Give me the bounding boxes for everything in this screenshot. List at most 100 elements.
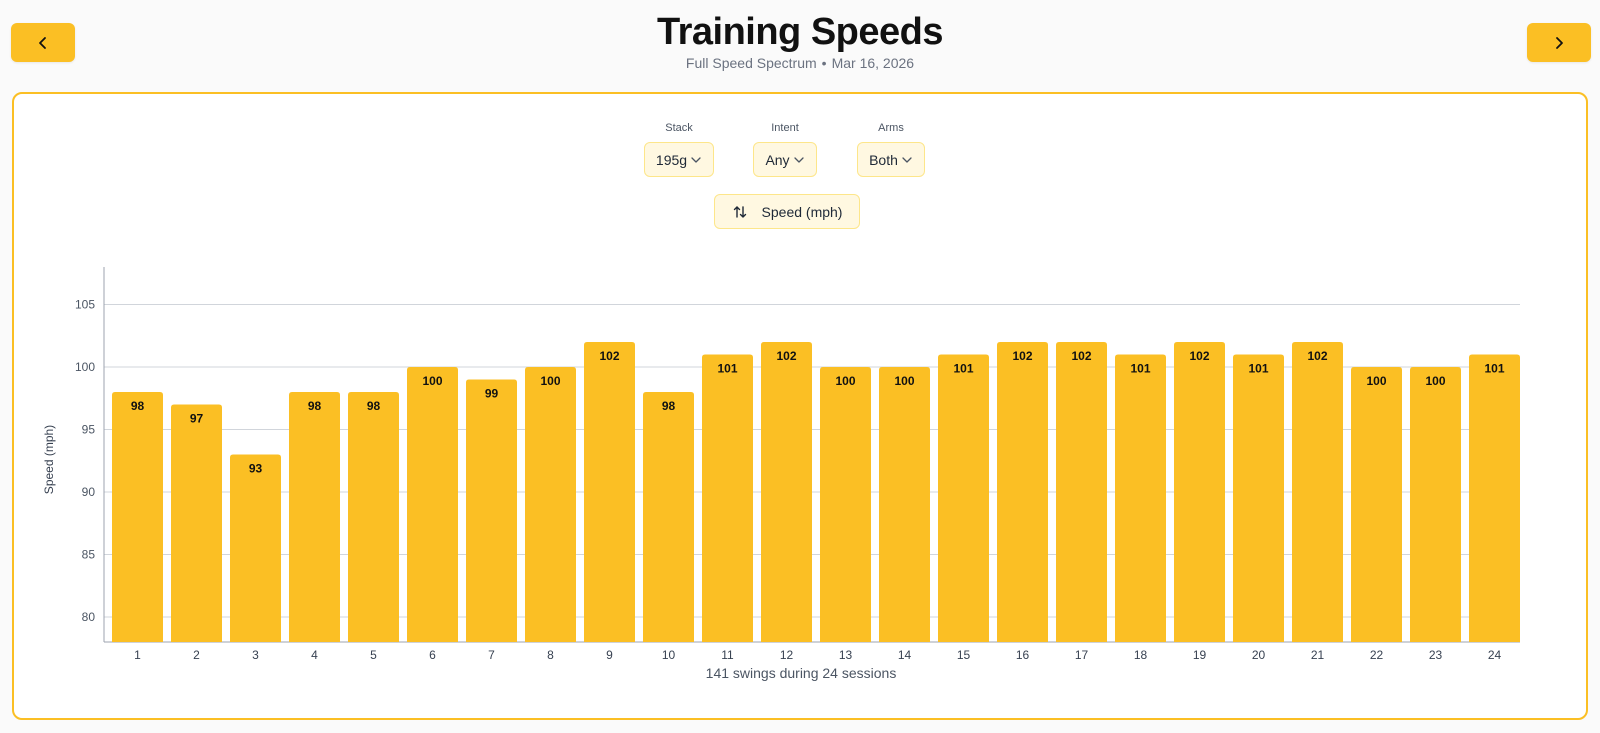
x-tick-label: 2 (193, 648, 200, 662)
next-button[interactable] (1527, 23, 1591, 62)
bar (938, 354, 989, 642)
x-tick-label: 14 (898, 648, 912, 662)
x-tick-label: 11 (721, 648, 734, 662)
bar (643, 392, 694, 642)
stack-label: Stack (665, 122, 693, 134)
bar (525, 367, 576, 642)
bar-value-label: 101 (1248, 362, 1268, 376)
x-tick-label: 18 (1134, 648, 1148, 662)
bar (584, 342, 635, 642)
x-tick-label: 4 (311, 648, 318, 662)
bar-value-label: 101 (1130, 362, 1150, 376)
chevron-right-icon (1556, 36, 1563, 49)
bar-value-label: 100 (894, 374, 914, 388)
page-header: Training Speeds Full Speed Spectrum • Mar … (0, 10, 1600, 72)
x-tick-label: 21 (1311, 648, 1325, 662)
y-axis-label: Speed (mph) (42, 425, 56, 494)
x-tick-label: 22 (1370, 648, 1384, 662)
y-tick-label: 90 (82, 485, 96, 499)
bar-value-label: 98 (131, 399, 145, 413)
bar-value-label: 100 (1425, 374, 1445, 388)
bar-value-label: 100 (835, 374, 855, 388)
x-tick-label: 1 (134, 648, 141, 662)
y-tick-label: 95 (82, 423, 96, 437)
bar (1056, 342, 1107, 642)
subtitle-date: Mar 16, 2026 (831, 55, 915, 71)
bar (761, 342, 812, 642)
bar-value-label: 98 (308, 399, 322, 413)
bar (1351, 367, 1402, 642)
bar-value-label: 100 (422, 374, 442, 388)
x-tick-label: 6 (429, 648, 436, 662)
bar (1410, 367, 1461, 642)
bar-value-label: 100 (1366, 374, 1386, 388)
bar (997, 342, 1048, 642)
x-tick-label: 24 (1488, 648, 1502, 662)
bar-value-label: 93 (249, 462, 263, 476)
x-tick-label: 19 (1193, 648, 1207, 662)
bar (879, 367, 930, 642)
bar (289, 392, 340, 642)
chevron-down-icon (902, 156, 912, 163)
metric-toggle-button[interactable]: Speed (mph) (714, 194, 860, 229)
bar-value-label: 102 (599, 349, 619, 363)
chevron-down-icon (793, 156, 804, 163)
x-tick-label: 10 (662, 648, 676, 662)
bar-value-label: 98 (367, 399, 381, 413)
stack-select[interactable]: 195g (644, 142, 714, 177)
previous-button[interactable] (11, 23, 75, 62)
bar (1233, 354, 1284, 642)
sort-arrows-icon (733, 205, 746, 218)
arms-filter: Arms Both (857, 122, 925, 177)
bar (171, 404, 222, 642)
page-title: Training Speeds (656, 11, 944, 53)
stack-value: 195g (655, 151, 688, 168)
intent-select[interactable]: Any (753, 142, 817, 177)
bar-value-label: 101 (953, 362, 973, 376)
bar-value-label: 102 (1189, 349, 1209, 363)
stack-filter: Stack 195g (644, 122, 714, 177)
x-tick-label: 5 (370, 648, 377, 662)
subtitle-separator: • (821, 55, 827, 71)
bar (1469, 354, 1520, 642)
chevron-left-icon (39, 36, 46, 49)
bar (407, 367, 458, 642)
arms-select[interactable]: Both (857, 142, 925, 177)
subtitle-program: Full Speed Spectrum (685, 55, 817, 71)
bar-value-label: 102 (1012, 349, 1032, 363)
x-axis-label: 141 swings during 24 sessions (706, 665, 897, 681)
x-tick-label: 20 (1252, 648, 1266, 662)
bar-value-label: 101 (717, 362, 737, 376)
page-subtitle: Full Speed Spectrum • Mar 16, 2026 (0, 54, 1600, 72)
x-tick-label: 23 (1429, 648, 1443, 662)
bar (1174, 342, 1225, 642)
x-tick-label: 7 (488, 648, 495, 662)
arms-value: Both (869, 151, 898, 168)
bar-value-label: 97 (190, 412, 204, 426)
bar (1292, 342, 1343, 642)
x-tick-label: 9 (606, 648, 613, 662)
y-tick-label: 85 (82, 548, 96, 562)
y-tick-label: 100 (75, 360, 95, 374)
bar (230, 454, 281, 642)
intent-value: Any (765, 151, 790, 168)
x-tick-label: 3 (252, 648, 259, 662)
intent-label: Intent (771, 122, 799, 134)
bar (112, 392, 163, 642)
x-tick-label: 17 (1075, 648, 1089, 662)
metric-toggle-label: Speed (mph) (761, 203, 843, 220)
bar (348, 392, 399, 642)
x-tick-label: 16 (1016, 648, 1030, 662)
bar (820, 367, 871, 642)
x-tick-label: 15 (957, 648, 971, 662)
bar-value-label: 102 (1071, 349, 1091, 363)
bar-value-label: 101 (1484, 362, 1504, 376)
arms-label: Arms (878, 122, 904, 134)
bar (466, 379, 517, 642)
bar (1115, 354, 1166, 642)
intent-filter: Intent Any (753, 122, 817, 177)
bar-value-label: 100 (540, 374, 560, 388)
chevron-down-icon (691, 156, 701, 163)
y-tick-label: 80 (82, 610, 96, 624)
